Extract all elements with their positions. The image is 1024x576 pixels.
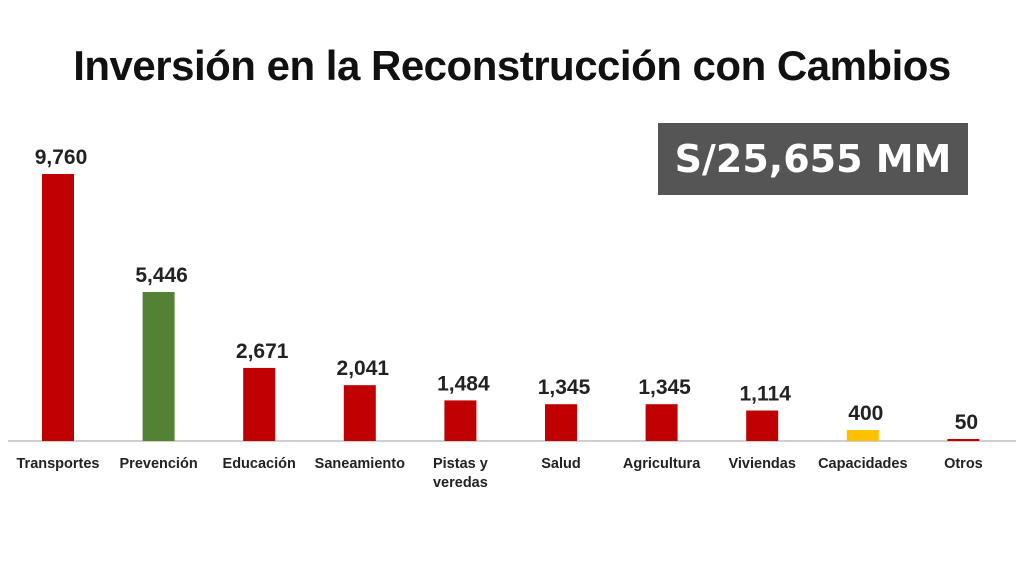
bars-group bbox=[42, 174, 980, 441]
bar-0 bbox=[42, 174, 74, 441]
bar-2 bbox=[243, 367, 276, 441]
bar-value-label-2: 2,671 bbox=[236, 340, 289, 363]
category-label-3: Saneamiento bbox=[315, 456, 405, 472]
value-labels-group: 9,760 5,446 2,671 2,041 1,484 1,345 1,345 1,114… bbox=[35, 146, 978, 434]
category-label-9: Otros bbox=[944, 456, 983, 472]
bar-value-label-3: 2,041 bbox=[337, 357, 390, 380]
bar-9 bbox=[947, 439, 980, 441]
bar-1 bbox=[142, 292, 175, 441]
bar-3 bbox=[343, 385, 376, 441]
bar-value-label-6: 1,345 bbox=[638, 376, 691, 399]
bar-7 bbox=[746, 410, 779, 441]
bar-5 bbox=[545, 404, 577, 441]
bar-6 bbox=[645, 404, 678, 441]
bar-value-label-1: 5,446 bbox=[135, 264, 188, 287]
category-label-4: Pistas y veredas bbox=[433, 456, 488, 491]
bar-value-label-4: 1,484 bbox=[437, 372, 490, 395]
category-label-0: Transportes bbox=[17, 456, 100, 472]
chart-title: Inversión en la Reconstrucción con Cambi… bbox=[73, 42, 951, 89]
bar-8 bbox=[846, 430, 879, 441]
category-label-1: Prevención bbox=[120, 456, 198, 472]
bar-value-label-7: 1,114 bbox=[739, 383, 791, 406]
bar-value-label-0: 9,760 bbox=[35, 146, 88, 169]
category-label-2: Educación bbox=[223, 456, 296, 472]
category-labels-group: Transportes Prevención Educación Saneamient… bbox=[17, 456, 983, 491]
category-label-5: Salud bbox=[541, 456, 580, 472]
category-label-8: Capacidades bbox=[818, 456, 907, 472]
bar-value-label-5: 1,345 bbox=[538, 376, 591, 399]
bar-value-label-9: 50 bbox=[955, 411, 978, 434]
total-investment-badge: S/25,655 MM bbox=[658, 123, 968, 195]
category-label-6: Agricultura bbox=[623, 456, 701, 472]
bar-value-label-8: 400 bbox=[848, 402, 883, 425]
category-label-7: Viviendas bbox=[728, 456, 795, 472]
bar-4 bbox=[444, 400, 477, 441]
